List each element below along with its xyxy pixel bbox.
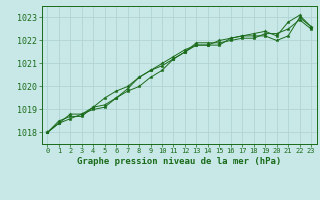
X-axis label: Graphe pression niveau de la mer (hPa): Graphe pression niveau de la mer (hPa) <box>77 157 281 166</box>
